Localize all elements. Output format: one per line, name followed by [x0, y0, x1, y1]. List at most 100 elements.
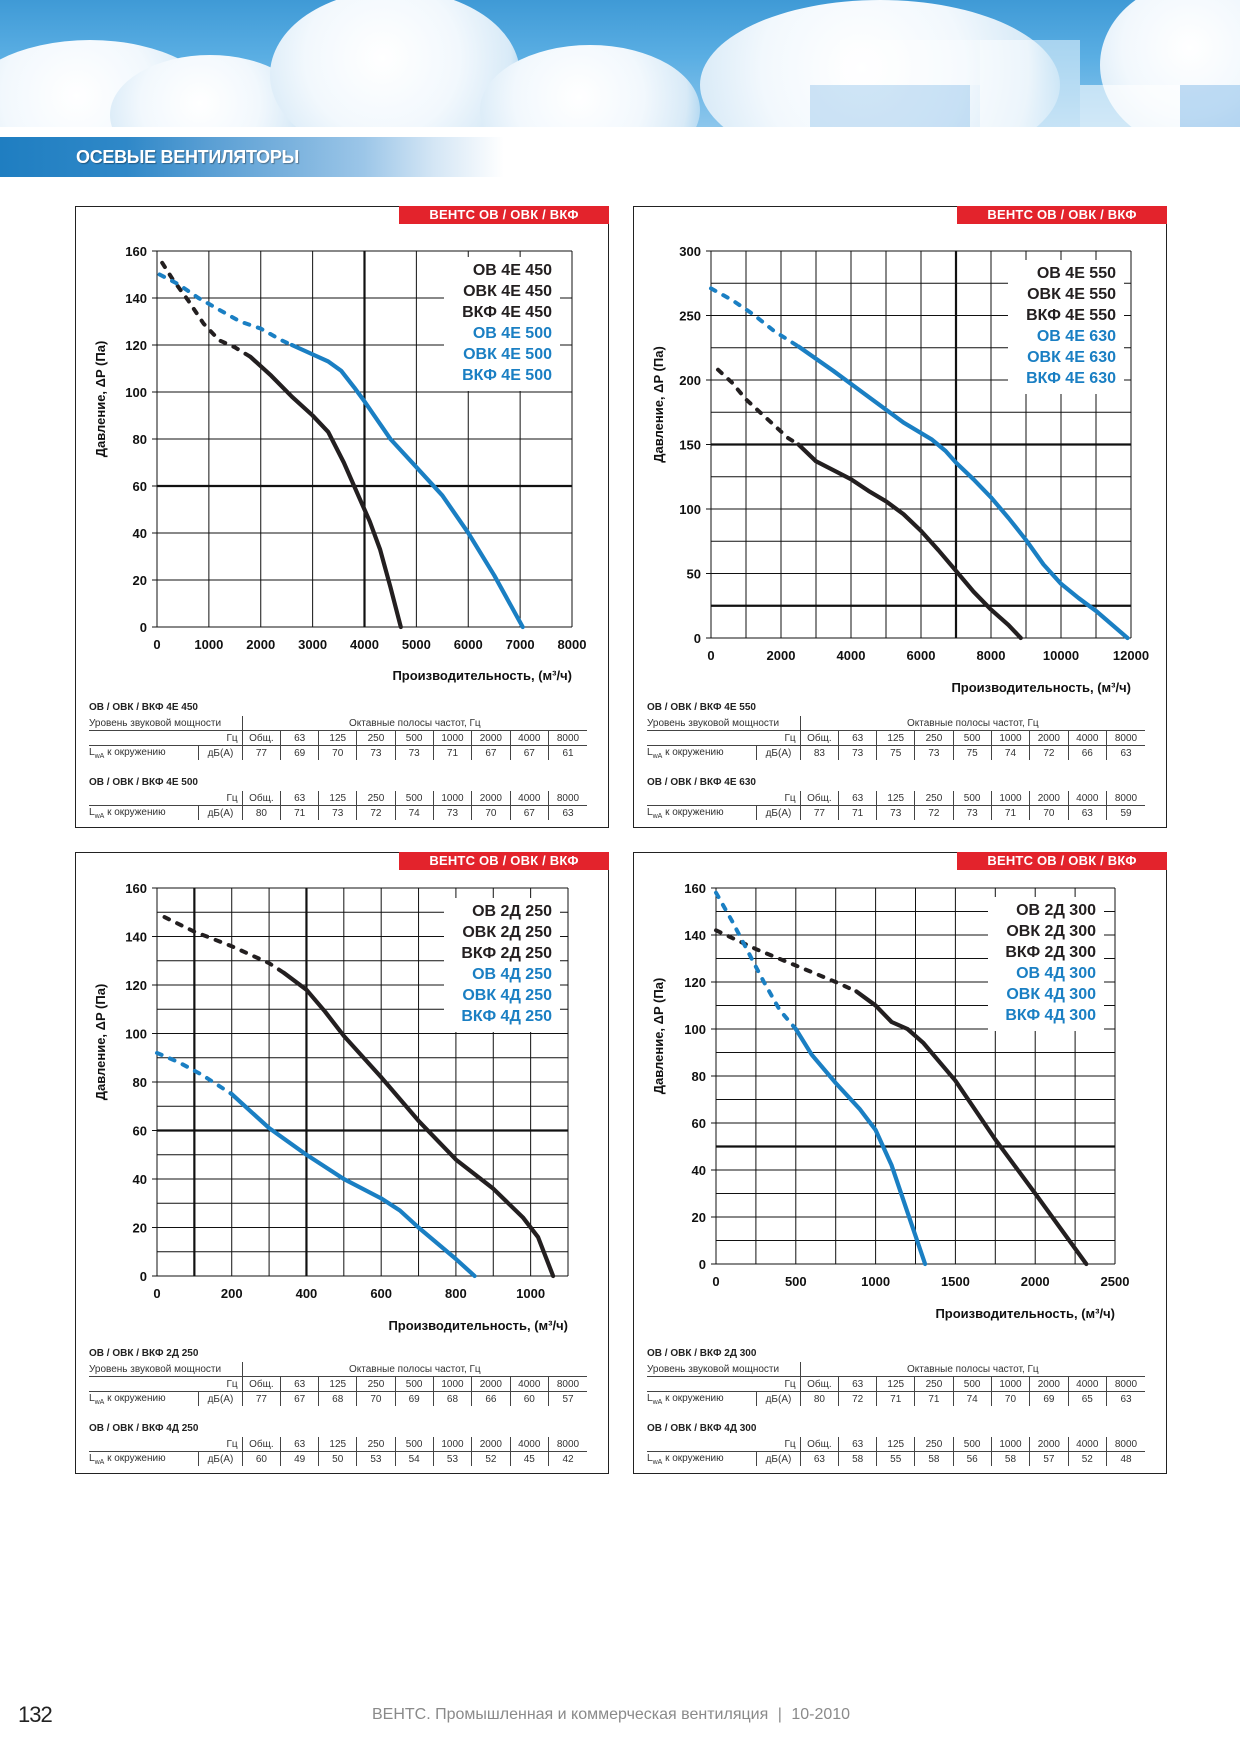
value-cell: 68: [432, 1391, 472, 1406]
band-header-cell: 8000: [548, 791, 587, 806]
table-row: LwA к окружению дБ(А) 77 69 70 73 73 71 67 67 61: [89, 745, 587, 760]
table-band-row: Гц Общ. 63 125 250 500 1000 2000 4000 8000: [89, 1376, 587, 1392]
value-cell: 52: [471, 1451, 511, 1466]
value-cell: 74: [990, 745, 1030, 760]
tile-decoration: [1080, 85, 1180, 127]
header-octave-bands: Октавные полосы частот, Гц: [241, 1362, 587, 1377]
section-header-bar: [0, 137, 700, 177]
value-cell: 48: [1106, 1451, 1145, 1466]
hz-label: Гц: [198, 1376, 243, 1392]
band-header-cell: 125: [318, 1376, 357, 1392]
band-header-cell: 125: [318, 1437, 357, 1452]
row-label: LwA к окружению: [647, 1391, 758, 1406]
tile-decoration: [840, 40, 980, 85]
empty-cell: [89, 1437, 199, 1452]
unit-cell: дБ(А): [765, 807, 792, 819]
value-cell: 77: [799, 805, 839, 820]
band-header-cell: 4000: [509, 1437, 549, 1452]
value-cell: 80: [241, 805, 281, 820]
sound-table-title: ОВ / ОВК / ВКФ 4Е 550: [647, 702, 756, 713]
band-header-cell: 125: [318, 791, 357, 806]
unit-cell: дБ(А): [765, 1393, 792, 1405]
value-cell: 49: [280, 1451, 319, 1466]
value-cell: 53: [432, 1451, 472, 1466]
band-header-cell: 250: [356, 730, 396, 746]
brand-badge: ВЕНТС ОВ / ОВК / ВКФ: [957, 206, 1167, 224]
unit-cell: дБ(А): [765, 1453, 792, 1465]
value-cell: 71: [990, 805, 1030, 820]
value-cell: 42: [548, 1451, 587, 1466]
empty-cell: [89, 791, 199, 806]
table-row: LwA к окружению дБ(А) 63 58 55 58 56 58 57 52 48: [647, 1451, 1145, 1466]
value-cell: 57: [548, 1391, 587, 1406]
header-sky-banner: [0, 0, 1240, 127]
band-header-cell: 125: [876, 791, 915, 806]
tile-decoration: [1180, 85, 1240, 127]
band-header-cell: Общ.: [241, 791, 281, 806]
band-header-cell: 63: [280, 1437, 319, 1452]
value-cell: 55: [876, 1451, 915, 1466]
unit-cell: дБ(А): [207, 1453, 234, 1465]
band-header-cell: 8000: [548, 1376, 587, 1392]
band-header-cell: Общ.: [241, 730, 281, 746]
band-header-cell: 8000: [1106, 730, 1145, 746]
hz-label: Гц: [198, 1437, 243, 1452]
value-cell: 70: [471, 805, 511, 820]
row-label: LwA к окружению: [647, 745, 758, 760]
table-row: LwA к окружению дБ(А) 60 49 50 53 54 53 52 45 42: [89, 1451, 587, 1466]
brand-badge: ВЕНТС ОВ / ОВК / ВКФ: [957, 852, 1167, 870]
band-header-cell: 250: [914, 730, 954, 746]
band-header-cell: 500: [394, 1376, 434, 1392]
page-number: 132: [18, 1702, 53, 1727]
sound-power-table: Уровень звуковой мощности Октавные полосы…: [89, 716, 587, 760]
header-sound-level: Уровень звуковой мощности: [647, 1362, 801, 1377]
band-header-cell: 1000: [990, 730, 1030, 746]
empty-cell: [647, 730, 757, 746]
band-header-cell: 8000: [1106, 791, 1145, 806]
hz-label: Гц: [198, 791, 243, 806]
band-header-cell: 125: [876, 1376, 915, 1392]
header-octave-bands: Октавные полосы частот, Гц: [241, 716, 587, 731]
sound-table-title: ОВ / ОВК / ВКФ 4Д 300: [647, 1423, 757, 1434]
value-cell: 63: [1067, 805, 1107, 820]
band-header-cell: 125: [876, 1437, 915, 1452]
band-header-cell: 2000: [1029, 730, 1069, 746]
value-cell: 57: [1029, 1451, 1069, 1466]
band-header-cell: 63: [838, 730, 877, 746]
hz-label: Гц: [756, 730, 801, 746]
band-header-cell: 125: [318, 730, 357, 746]
sound-power-table: Гц Общ. 63 125 250 500 1000 2000 4000 8000 LwA к о…: [647, 1437, 1145, 1466]
sound-power-table: Уровень звуковой мощности Октавные полосы…: [647, 716, 1145, 760]
band-header-cell: 1000: [990, 1437, 1030, 1452]
band-header-cell: 2000: [471, 730, 511, 746]
header-octave-bands: Октавные полосы частот, Гц: [799, 716, 1145, 731]
band-header-cell: 63: [280, 1376, 319, 1392]
value-cell: 65: [1067, 1391, 1107, 1406]
value-cell: 73: [876, 805, 915, 820]
sound-table-title: ОВ / ОВК / ВКФ 4Е 630: [647, 777, 756, 788]
value-cell: 66: [1067, 745, 1107, 760]
sound-table-title: ОВ / ОВК / ВКФ 4Е 450: [89, 702, 198, 713]
band-header-cell: Общ.: [241, 1437, 281, 1452]
row-label: LwA к окружению: [89, 745, 200, 760]
value-cell: 67: [471, 745, 511, 760]
value-cell: 63: [799, 1451, 839, 1466]
table-row: LwA к окружению дБ(А) 77 67 68 70 69 68 66 60 57: [89, 1391, 587, 1406]
value-cell: 73: [952, 805, 992, 820]
sound-power-table: Гц Общ. 63 125 250 500 1000 2000 4000 8000 LwA к о…: [647, 791, 1145, 820]
table-header-row: Уровень звуковой мощности Октавные полосы…: [89, 716, 587, 731]
unit-cell: дБ(А): [765, 747, 792, 759]
header-sound-level: Уровень звуковой мощности: [89, 1362, 243, 1377]
band-header-cell: 4000: [1067, 730, 1107, 746]
value-cell: 63: [548, 805, 587, 820]
value-cell: 73: [432, 805, 472, 820]
band-header-cell: 1000: [432, 1437, 472, 1452]
value-cell: 83: [799, 745, 839, 760]
band-header-cell: 4000: [1067, 791, 1107, 806]
value-cell: 66: [471, 1391, 511, 1406]
sound-power-table: Уровень звуковой мощности Октавные полосы…: [89, 1362, 587, 1406]
value-cell: 60: [509, 1391, 549, 1406]
band-header-cell: 500: [952, 1376, 992, 1392]
value-cell: 61: [548, 745, 587, 760]
value-cell: 77: [241, 745, 281, 760]
